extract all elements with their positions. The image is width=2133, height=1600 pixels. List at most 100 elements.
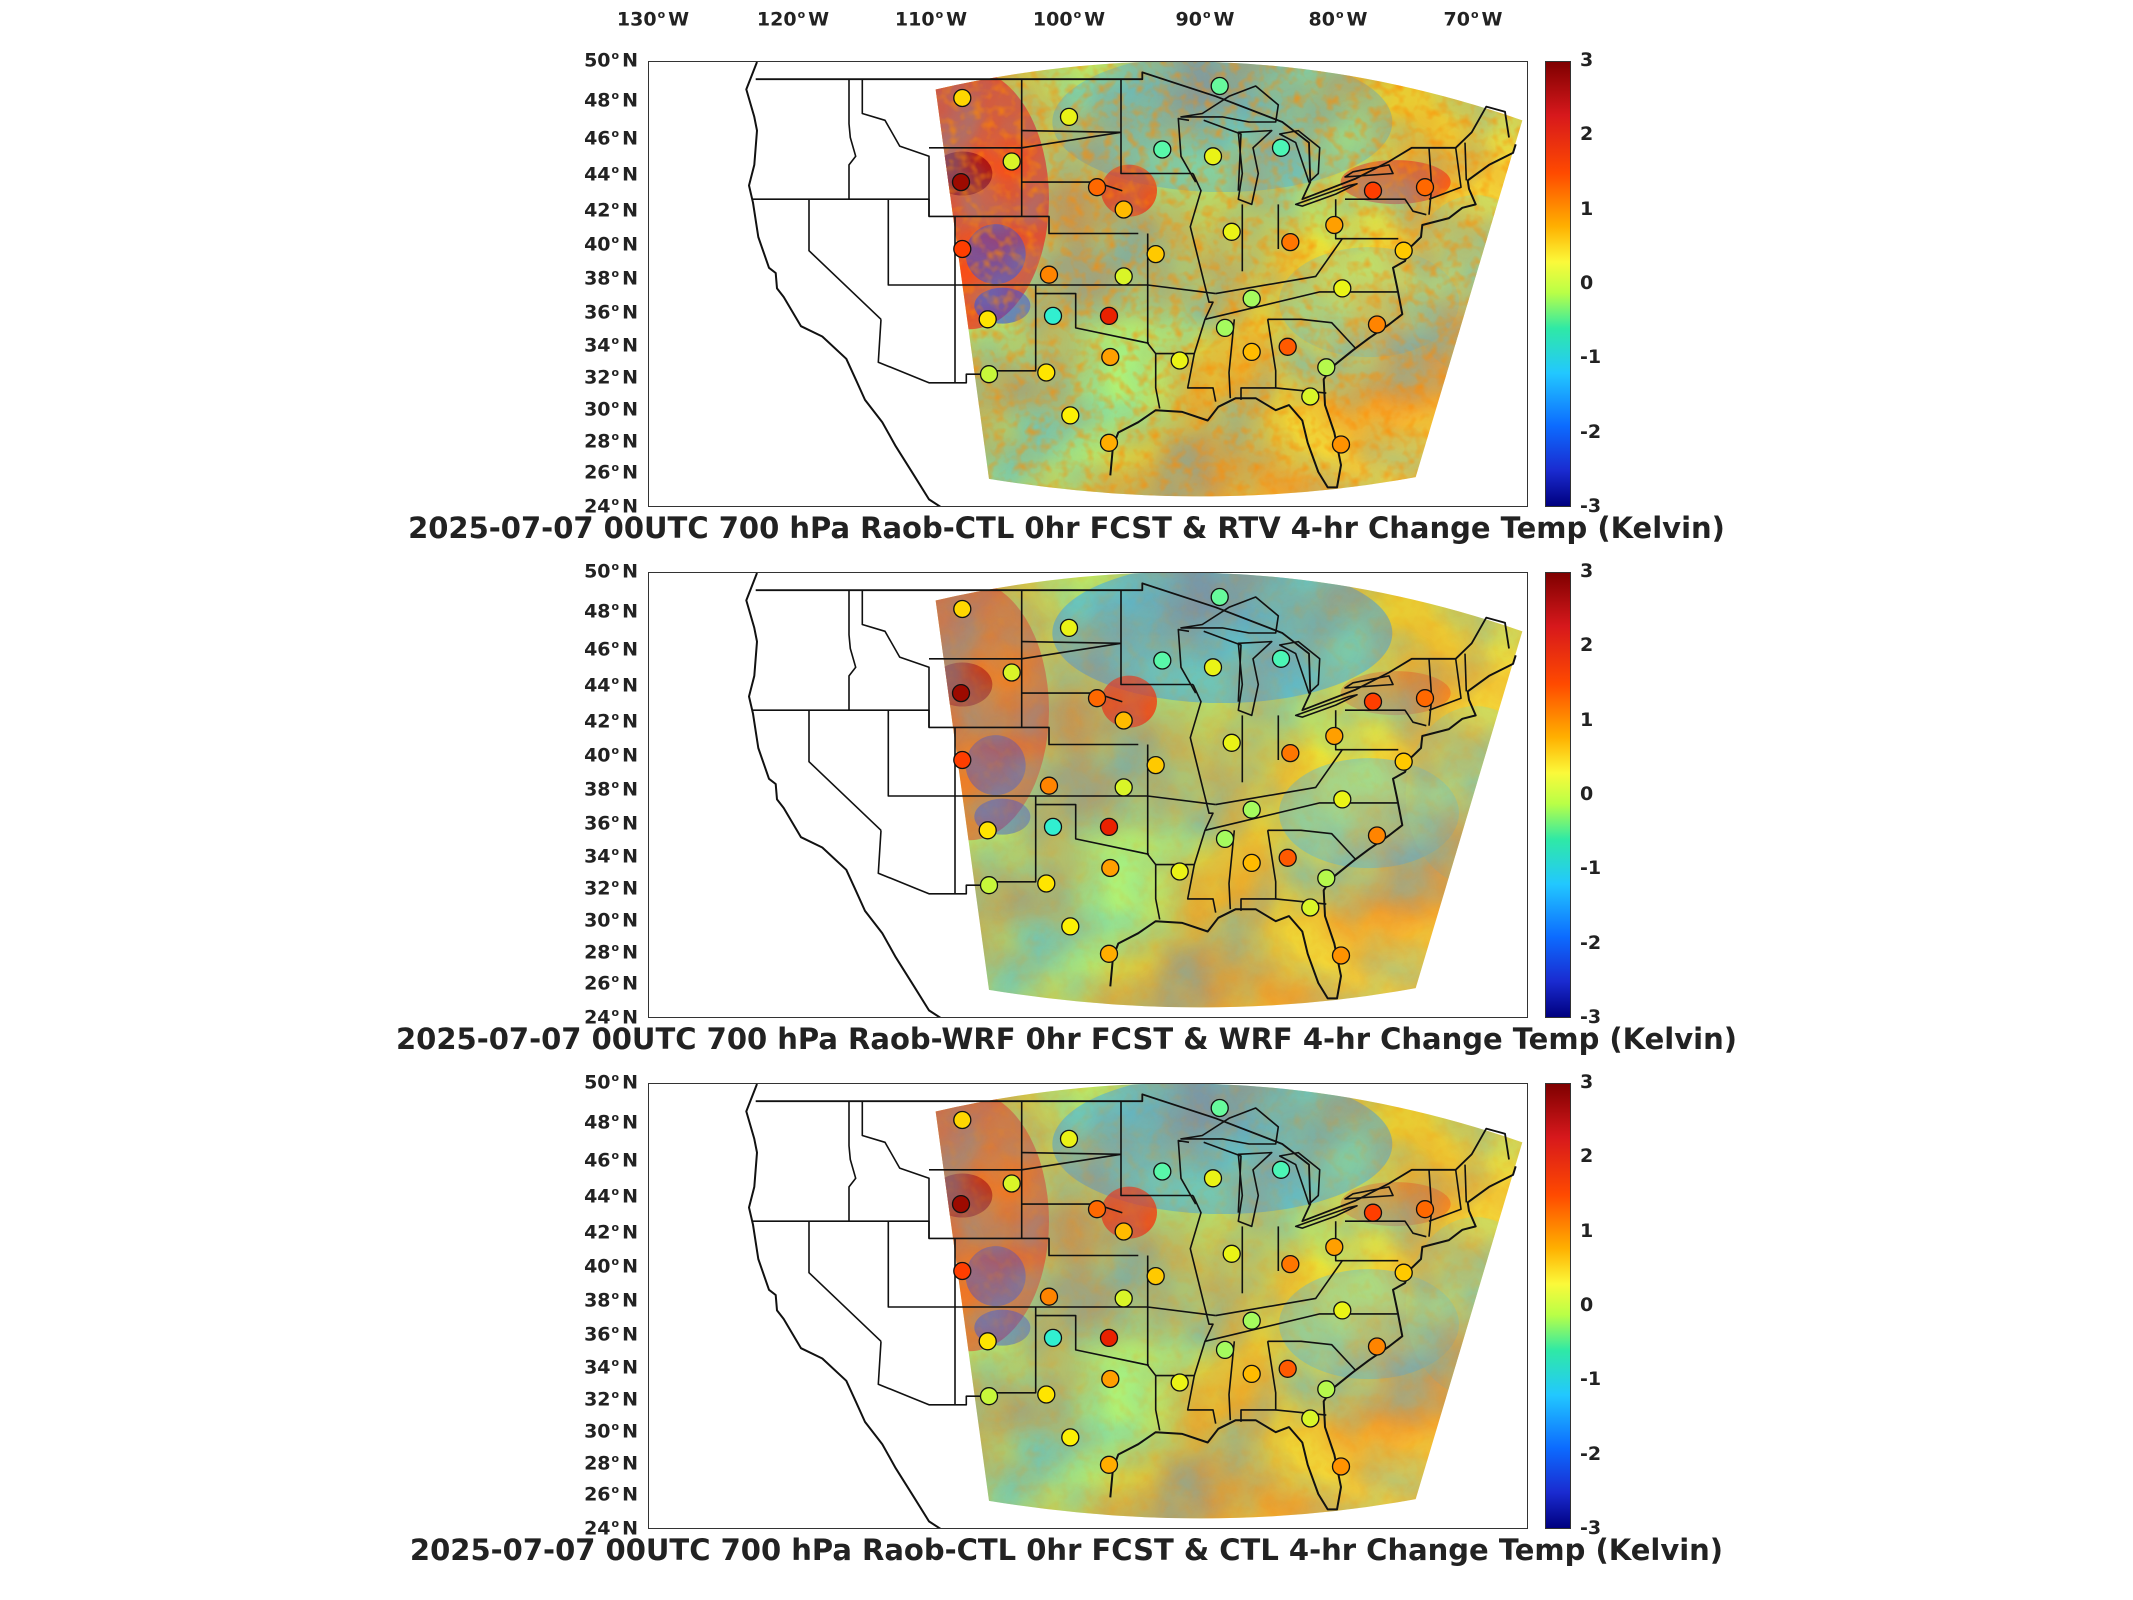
raob-station-marker [1114, 267, 1133, 286]
lat-tick-label: 38o N [584, 1289, 638, 1312]
lat-tick-label: 46o N [584, 638, 638, 661]
canada-border [755, 582, 1510, 712]
raob-station-marker [1317, 1380, 1336, 1399]
raob-station-marker [1281, 1254, 1300, 1274]
raob-station-marker [1394, 1263, 1413, 1282]
raob-station-marker [1415, 178, 1435, 197]
state-border [808, 1221, 882, 1342]
state-border [1228, 319, 1236, 399]
raob-station-marker [1039, 776, 1059, 795]
raob-station-marker [1367, 826, 1387, 845]
great-lake-outline [1180, 1107, 1280, 1145]
lon-tick-label: 90o W [1175, 8, 1235, 31]
pacific-coastline [745, 573, 942, 1017]
state-border [861, 1101, 930, 1239]
state-border [1186, 684, 1217, 913]
raob-station-marker [1210, 76, 1229, 96]
lat-tick-label: 42o N [584, 199, 638, 222]
state-border [1428, 1169, 1462, 1222]
state-border [887, 1221, 1216, 1317]
lat-tick-label: 44o N [584, 1185, 638, 1208]
lat-tick-label: 44o N [584, 674, 638, 697]
state-border [1021, 129, 1122, 134]
state-border [1177, 628, 1197, 694]
raob-station-marker [1331, 435, 1351, 454]
state-border [848, 590, 857, 711]
raob-station-marker [1061, 1428, 1080, 1447]
raob-station-marker [1203, 658, 1223, 677]
lat-tick-label: 34o N [584, 845, 638, 868]
raob-station-marker [1317, 358, 1336, 377]
raob-station-marker [1170, 351, 1189, 370]
gulf-atlantic-coastline [1109, 1166, 1517, 1511]
raob-station-marker [1210, 1098, 1229, 1118]
raob-station-marker [1002, 152, 1021, 171]
raob-station-marker [978, 1332, 997, 1351]
raob-station-marker [1087, 1200, 1107, 1219]
lon-tick-label: 130o W [616, 8, 690, 31]
state-border [1267, 829, 1357, 861]
raob-station-marker [951, 683, 971, 703]
raob-station-marker [1002, 1174, 1021, 1193]
raob-station-marker [1325, 1237, 1344, 1257]
raob-station-marker [1087, 689, 1107, 708]
great-lake-outline [1294, 1205, 1358, 1229]
panel-title: 2025-07-07 00UTC 700 hPa Raob-CTL 0hr FC… [409, 1533, 1724, 1567]
lat-tick-label: 50o N [584, 560, 638, 583]
state-border [1215, 749, 1343, 806]
lat-tick-label: 36o N [584, 1323, 638, 1346]
raob-station-marker [1146, 1266, 1165, 1286]
raob-stations [951, 587, 1435, 965]
raob-station-marker [1099, 944, 1119, 963]
state-border [887, 710, 1216, 806]
raob-station-marker [1114, 200, 1133, 219]
lat-tick-label: 42o N [584, 710, 638, 733]
raob-station-marker [1039, 1287, 1059, 1306]
raob-station-marker [1363, 1203, 1383, 1222]
raob-station-marker [1281, 232, 1300, 252]
state-border [1334, 710, 1399, 751]
state-border [1203, 630, 1242, 702]
lat-tick-label: 48o N [584, 1111, 638, 1134]
colorbar-tick-label: 3 [1580, 560, 1594, 582]
lat-tick-label: 26o N [584, 1483, 638, 1506]
state-border [877, 830, 989, 895]
raob-station-marker [979, 365, 999, 384]
raob-station-marker [1333, 1301, 1352, 1320]
state-border [1186, 1195, 1217, 1424]
state-border [1215, 1260, 1343, 1317]
raob-station-marker [1317, 869, 1336, 888]
colorbar-tick-label: -3 [1580, 1006, 1602, 1028]
raob-station-marker [1222, 1244, 1241, 1263]
lat-tick-label: 30o N [584, 1420, 638, 1443]
canada-border [755, 71, 1510, 201]
raob-station-marker [1146, 244, 1165, 264]
lat-tick-label: 24o N [584, 1517, 638, 1540]
state-border [1035, 292, 1150, 345]
lat-tick-label: 36o N [584, 812, 638, 835]
raob-station-marker [1394, 241, 1413, 260]
lat-tick-label: 30o N [584, 398, 638, 421]
raob-station-marker [1099, 433, 1119, 452]
raob-station-marker [953, 1261, 972, 1281]
state-border [1240, 1341, 1277, 1422]
state-border [1464, 1164, 1468, 1203]
lat-tick-label: 50o N [584, 1071, 638, 1094]
pacific-coastline [745, 62, 942, 506]
state-border [1267, 1340, 1357, 1372]
lat-tick-label: 32o N [584, 1388, 638, 1411]
raob-stations [951, 76, 1435, 454]
lat-tick-label: 34o N [584, 334, 638, 357]
colorbar-tick-label: 1 [1580, 708, 1594, 731]
lat-tick-label: 38o N [584, 267, 638, 290]
lon-tick-label: 70o W [1443, 8, 1503, 31]
raob-station-marker [1114, 1222, 1133, 1241]
raob-station-marker [1170, 862, 1189, 881]
colorbar [1545, 572, 1571, 1018]
raob-station-marker [1101, 1369, 1120, 1389]
colorbar-tick-label: 3 [1580, 49, 1594, 71]
great-lake-outline [1294, 183, 1358, 207]
lat-tick-label: 50o N [584, 49, 638, 72]
raob-station-marker [1301, 1409, 1320, 1428]
lat-tick-label: 26o N [584, 461, 638, 484]
